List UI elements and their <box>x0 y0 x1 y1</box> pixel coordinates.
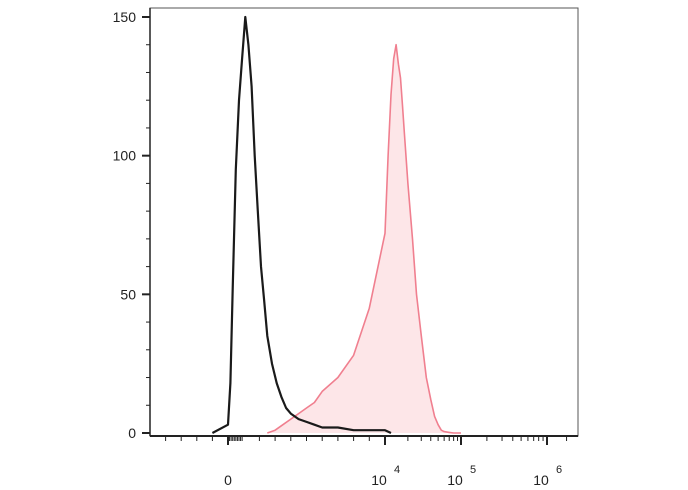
y-tick-label: 100 <box>113 148 137 164</box>
y-tick-label: 0 <box>128 425 136 441</box>
series-1-area <box>267 44 461 433</box>
x-axis: 0 10 4 10 5 10 6 <box>150 435 578 488</box>
x-tick-exponent: 4 <box>394 464 400 476</box>
y-tick-label: 50 <box>120 286 136 302</box>
y-tick-label: 150 <box>113 9 137 25</box>
x-tick-label: 10 <box>533 472 549 488</box>
series-layer <box>211 15 461 434</box>
x-tick-exponent: 5 <box>470 464 476 476</box>
x-tick-label: 10 <box>447 472 463 488</box>
x-tick-exponent: 6 <box>556 464 562 476</box>
x-tick-label: 0 <box>224 472 232 488</box>
series-0-line <box>211 15 392 434</box>
y-axis: 0 50 100 150 <box>113 8 151 441</box>
series-1-line <box>267 43 461 434</box>
x-tick-label: 10 <box>371 472 387 488</box>
